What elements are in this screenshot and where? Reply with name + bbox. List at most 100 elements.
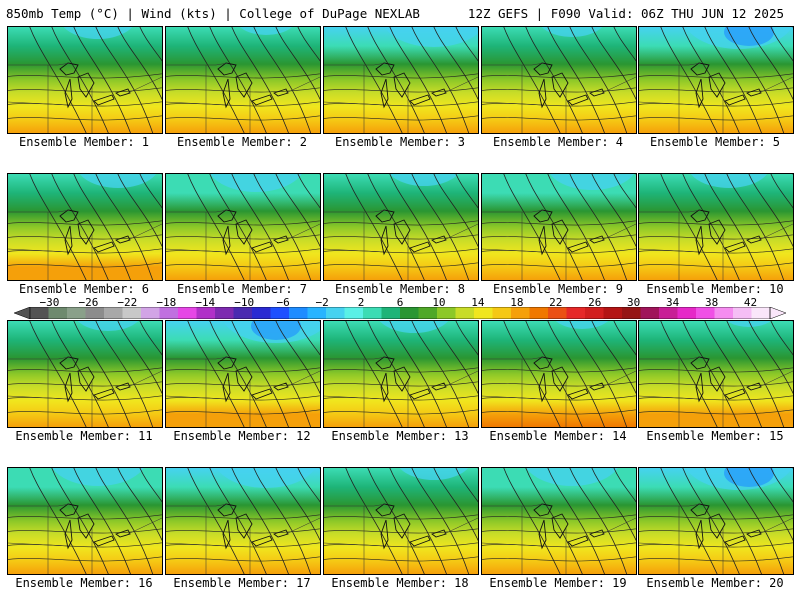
colorbar-segment — [751, 307, 771, 319]
contour-line — [660, 468, 718, 574]
temperature-map — [324, 27, 478, 133]
isotherm-line — [8, 73, 162, 79]
contour-line — [117, 174, 162, 248]
isotherm-line — [8, 381, 162, 387]
contour-line — [455, 174, 478, 209]
isotherm-line — [324, 101, 478, 107]
contour-line — [187, 27, 245, 133]
contour-line — [367, 174, 425, 280]
contour-line — [29, 27, 87, 133]
isotherm-line — [8, 220, 162, 226]
colorbar-tick-label: 6 — [396, 296, 404, 309]
colorbar-tick-label: 10 — [432, 296, 446, 309]
contour-line — [51, 321, 109, 427]
contour-line — [389, 321, 447, 427]
contour-line — [389, 174, 447, 280]
great-lakes-outline — [533, 62, 605, 109]
contour-line — [591, 174, 636, 248]
ensemble-member-label: Ensemble Member: 12 — [173, 429, 311, 443]
ensemble-map-panel — [7, 320, 163, 428]
political-borders — [166, 356, 320, 427]
colorbar-segment — [67, 307, 86, 319]
isotherm-line — [639, 73, 793, 79]
ensemble-map-panel — [638, 173, 794, 281]
colorbar-tick-label: 22 — [549, 296, 563, 309]
isotherm-line — [166, 395, 320, 401]
contour-line — [569, 27, 628, 133]
colorbar-segment — [178, 307, 197, 319]
contour-line — [187, 468, 245, 574]
political-borders — [8, 356, 162, 427]
colorbar-segment — [566, 307, 586, 319]
isotherm-line — [8, 528, 162, 534]
contour-line — [770, 321, 793, 356]
political-borders — [8, 62, 162, 133]
isotherm-line — [482, 381, 636, 387]
isotherm-line — [639, 395, 793, 401]
colorbar-segment — [659, 307, 678, 319]
contour-line — [613, 321, 636, 356]
political-borders — [166, 209, 320, 280]
colorbar-segment — [344, 307, 364, 319]
contour-line — [704, 27, 762, 133]
contour-line — [253, 468, 312, 574]
temperature-map — [8, 27, 162, 133]
contour-line — [455, 321, 478, 356]
contour-line — [569, 174, 628, 280]
contour-line — [433, 174, 478, 248]
isotherm-line — [8, 514, 162, 520]
colorbar-segment — [215, 307, 234, 319]
contour-line — [73, 321, 131, 427]
isotherm-line — [324, 514, 478, 520]
cold-core-region — [724, 27, 774, 46]
isotherm-line — [639, 409, 793, 415]
contour-line — [297, 27, 320, 62]
isotherm-line — [482, 395, 636, 401]
contour-line — [770, 468, 793, 503]
isotherm-line — [639, 367, 793, 373]
contour-line — [547, 468, 605, 574]
contour-line — [748, 321, 793, 395]
isotherm-line — [324, 409, 478, 415]
temperature-map — [482, 174, 636, 280]
ensemble-map-panel — [323, 26, 479, 134]
contour-line — [433, 321, 478, 395]
temperature-map — [639, 468, 793, 574]
cold-air-region — [384, 27, 478, 47]
contour-line — [95, 174, 154, 280]
colorbar-segment — [437, 307, 456, 319]
contour-line — [139, 174, 162, 209]
contour-line — [591, 468, 636, 542]
political-borders — [324, 356, 478, 427]
isotherm-line — [324, 381, 478, 387]
ensemble-map-panel — [165, 26, 321, 134]
ensemble-member-label: Ensemble Member: 20 — [646, 576, 784, 590]
contour-line — [345, 468, 403, 574]
colorbar-segment — [141, 307, 160, 319]
contour-line — [748, 174, 793, 248]
contour-line — [569, 321, 628, 427]
great-lakes-outline — [217, 209, 289, 256]
colorbar-segment — [159, 307, 179, 319]
colorbar-tick-label: −22 — [117, 296, 138, 309]
great-lakes-outline — [59, 503, 131, 550]
isotherm-line — [8, 542, 162, 548]
isotherm-line — [639, 381, 793, 387]
contour-line — [139, 468, 162, 503]
great-lakes-outline — [533, 209, 605, 256]
contour-line — [613, 27, 636, 62]
contour-line — [231, 174, 289, 280]
colorbar-tick-label: 18 — [510, 296, 524, 309]
colorbar-tick-label: −2 — [315, 296, 329, 309]
contour-line — [345, 27, 403, 133]
colorbar-segment — [455, 307, 475, 319]
colorbar-segment — [474, 307, 493, 319]
contour-line — [682, 174, 740, 280]
contour-line — [29, 468, 87, 574]
ensemble-member-label: Ensemble Member: 18 — [331, 576, 469, 590]
political-borders — [482, 356, 636, 427]
colorbar-tick-label: 34 — [666, 296, 680, 309]
colorbar-segment — [400, 307, 419, 319]
colorbar-segment — [233, 307, 253, 319]
contour-line — [297, 321, 320, 356]
